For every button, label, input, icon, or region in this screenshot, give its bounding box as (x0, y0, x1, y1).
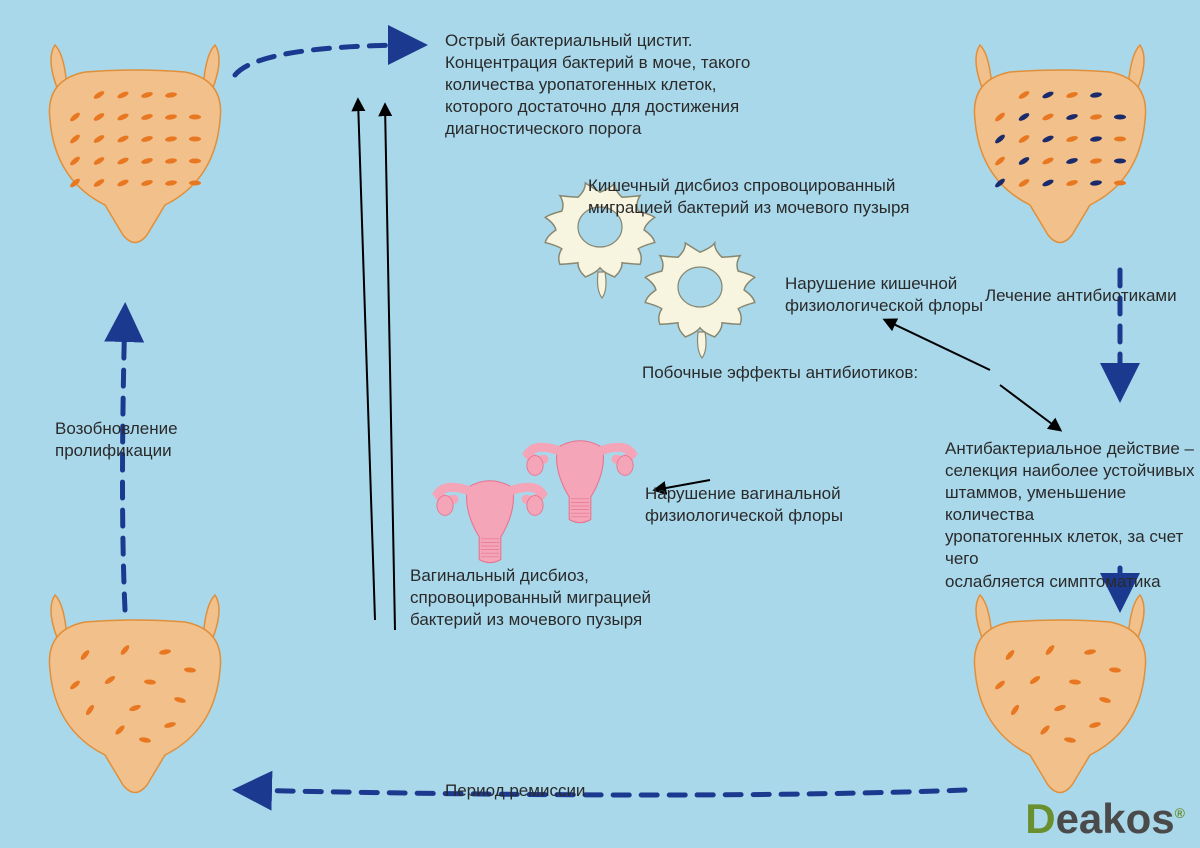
text-intestinal-flora: Нарушение кишечной физиологической флоры (785, 273, 1005, 317)
text-proliferation: Возобновление пролификации (55, 418, 235, 462)
text-antibacterial-action: Антибактериальное действие – селекция на… (945, 438, 1200, 593)
logo-d: D (1025, 795, 1055, 842)
text-remission: Период ремиссии (445, 780, 645, 802)
text-vaginal-flora: Нарушение вагинальной физиологической фл… (645, 483, 885, 527)
text-side-effects: Побочные эффекты антибиотиков: (642, 362, 962, 384)
text-vaginal-dysbiosis: Вагинальный дисбиоз, спровоцированный ми… (410, 565, 690, 631)
logo-reg: ® (1175, 805, 1185, 821)
text-intestinal-dysbiosis: Кишечный дисбиоз спровоцированный миграц… (588, 175, 948, 219)
text-antibiotic-treatment: Лечение антибиотиками (985, 285, 1195, 307)
brand-logo: Deakos® (1025, 795, 1185, 843)
text-acute-cystitis: Острый бактериальный цистит. Концентраци… (445, 30, 865, 140)
logo-rest: eakos (1056, 795, 1175, 842)
